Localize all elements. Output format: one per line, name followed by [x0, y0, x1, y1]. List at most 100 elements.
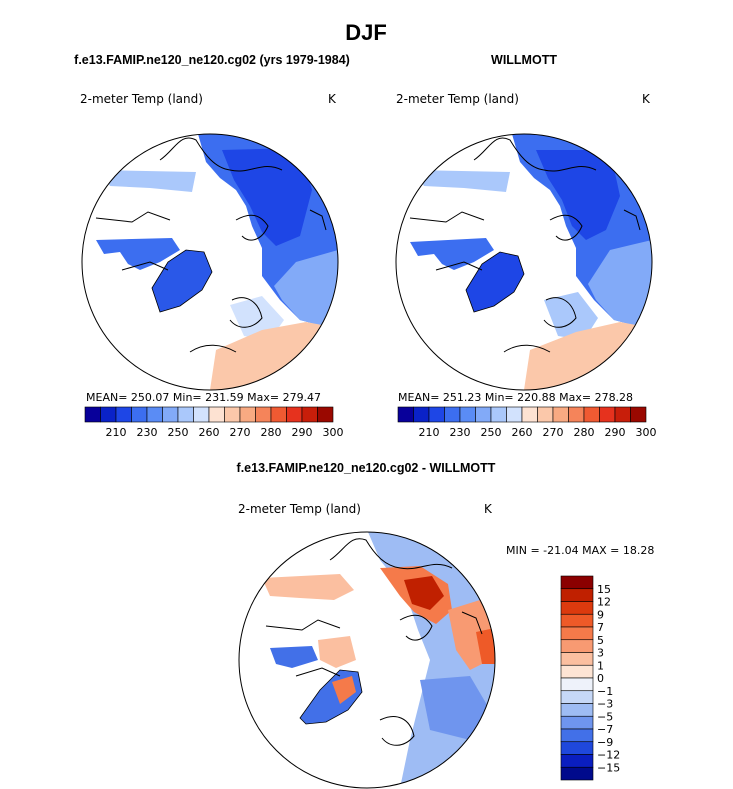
- panel-obs: WILLMOTT 2-meter Temp (land) K: [395, 53, 657, 439]
- colorbar-model-swatch: [208, 406, 225, 423]
- colorbar-model-swatch: [84, 406, 101, 423]
- colorbar-obs: 210 230 250 260 270 280 290 300: [397, 406, 657, 439]
- colorbar-obs-swatch: [444, 406, 461, 423]
- colorbar-model-tick-label: 300: [323, 426, 344, 439]
- colorbar-diff-swatch: [560, 575, 594, 590]
- colorbar-model-swatch: [301, 406, 318, 423]
- land-siberia-core: [222, 148, 312, 246]
- colorbar-diff-tick-label: −15: [597, 761, 620, 774]
- diff-baffin: [270, 646, 318, 668]
- panel-diff-title: f.e13.FAMIP.ne120_ne120.cg02 - WILLMOTT: [237, 461, 496, 475]
- panel-diff-stats: MIN = -21.04 MAX = 18.28: [506, 544, 654, 557]
- colorbar-model-swatch: [255, 406, 272, 423]
- colorbar-model-swatch: [193, 406, 210, 423]
- land-alaska-strip-obs: [414, 170, 510, 192]
- colorbar-diff-tick-label: 0: [597, 672, 604, 685]
- colorbar-model-swatch: [224, 406, 241, 423]
- colorbar-diff-tick-label: −1: [597, 685, 613, 698]
- colorbar-diff-tick-label: 3: [597, 647, 604, 660]
- colorbar-diff-swatch: [560, 626, 594, 641]
- panel-model-title: f.e13.FAMIP.ne120_ne120.cg02 (yrs 1979-1…: [74, 53, 350, 67]
- colorbar-obs-swatch: [475, 406, 492, 423]
- diff-east-hot: [476, 628, 495, 664]
- colorbar-obs-swatch: [614, 406, 631, 423]
- panel-obs-title: WILLMOTT: [491, 53, 557, 67]
- colorbar-diff-swatch: [560, 690, 594, 704]
- colorbar-diff-tick-label: 9: [597, 608, 604, 621]
- colorbar-model-swatch: [239, 406, 256, 423]
- panel-diff-variable: 2-meter Temp (land): [238, 502, 361, 516]
- colorbar-obs-swatch: [568, 406, 585, 423]
- colorbar-model-tick-label: 270: [230, 426, 251, 439]
- map-diff-border: [238, 531, 496, 789]
- colorbar-obs-swatch: [459, 406, 476, 423]
- land-arctic-canada-obs: [410, 238, 494, 270]
- colorbar-model-swatch: [146, 406, 163, 423]
- land-europe-obs: [588, 240, 652, 330]
- colorbar-model-tick-label: 210: [106, 426, 127, 439]
- colorbar-obs-swatch: [397, 406, 414, 423]
- colorbar-diff-swatch: [560, 677, 594, 692]
- colorbar-obs-tick-label: 280: [574, 426, 595, 439]
- panel-obs-units: K: [642, 92, 651, 106]
- panel-diff-units: K: [484, 502, 493, 516]
- colorbar-diff-swatch: [560, 703, 594, 717]
- colorbar-model-tick-label: 280: [261, 426, 282, 439]
- colorbar-diff-tick-label: −3: [597, 698, 613, 711]
- land-greenland: [151, 249, 213, 313]
- colorbar-model-swatch: [115, 406, 132, 423]
- panel-model-stats: MEAN= 250.07 Min= 231.59 Max= 279.47: [86, 391, 321, 404]
- colorbar-model-swatch: [286, 406, 303, 423]
- colorbar-obs-swatch: [583, 406, 600, 423]
- colorbar-obs-swatch: [506, 406, 523, 423]
- colorbar-model-tick-label: 290: [292, 426, 313, 439]
- colorbar-diff-swatch: [560, 766, 594, 781]
- diff-asia-cool: [420, 676, 490, 740]
- land-europe-warm-obs: [544, 292, 598, 340]
- colorbar-model-swatch: [317, 406, 334, 423]
- colorbar-model-swatch: [270, 406, 287, 423]
- colorbar-diff-tick-label: 1: [597, 659, 604, 672]
- map-model-border: [81, 133, 339, 391]
- colorbar-diff-swatch: [560, 741, 594, 755]
- colorbar-model-swatch: [131, 406, 148, 423]
- diff-siberia-hot: [404, 576, 444, 610]
- colorbar-model-tick-label: 250: [168, 426, 189, 439]
- land-greenland-obs: [465, 251, 525, 313]
- colorbar-diff-swatch: [560, 728, 594, 743]
- diff-greenland-warm: [332, 676, 356, 704]
- figure-title: DJF: [345, 20, 387, 45]
- map-obs-border: [395, 133, 653, 391]
- colorbar-obs-swatch: [552, 406, 569, 423]
- colorbar-diff-swatch: [560, 664, 594, 679]
- colorbar-obs-swatch: [490, 406, 507, 423]
- colorbar-diff-tick-label: 7: [597, 621, 604, 634]
- land-europe: [274, 250, 338, 330]
- colorbar-diff-swatch: [560, 613, 594, 628]
- panel-diff: f.e13.FAMIP.ne120_ne120.cg02 - WILLMOTT …: [237, 461, 654, 789]
- colorbar-diff-swatch: [560, 715, 594, 730]
- colorbar-diff-swatch: [560, 588, 594, 602]
- colorbar-obs-swatch: [428, 406, 445, 423]
- land-arctic-canada: [96, 238, 180, 270]
- colorbar-obs-swatch: [599, 406, 616, 423]
- colorbar-diff-swatch: [560, 652, 594, 666]
- colorbar-obs-tick-label: 250: [481, 426, 502, 439]
- colorbar-diff-swatch: [560, 754, 594, 768]
- colorbar-obs-swatch: [630, 406, 647, 423]
- map-diff: [239, 532, 495, 788]
- colorbar-diff-tick-label: 12: [597, 596, 611, 609]
- colorbar-model: 210 230 250 260 270 280 290 300: [84, 406, 344, 439]
- colorbar-diff-swatch: [560, 601, 594, 615]
- colorbar-obs-swatch: [413, 406, 430, 423]
- colorbar-diff-swatch: [560, 639, 594, 653]
- colorbar-obs-tick-label: 290: [605, 426, 626, 439]
- diff-archipelago: [318, 636, 356, 668]
- colorbar-diff-tick-label: −7: [597, 723, 613, 736]
- colorbar-obs-tick-label: 300: [636, 426, 657, 439]
- colorbar-model-swatch: [162, 406, 179, 423]
- colorbar-model-tick-label: 260: [199, 426, 220, 439]
- colorbar-obs-tick-label: 210: [419, 426, 440, 439]
- colorbar-diff-tick-label: 5: [597, 634, 604, 647]
- colorbar-model-swatch: [100, 406, 117, 423]
